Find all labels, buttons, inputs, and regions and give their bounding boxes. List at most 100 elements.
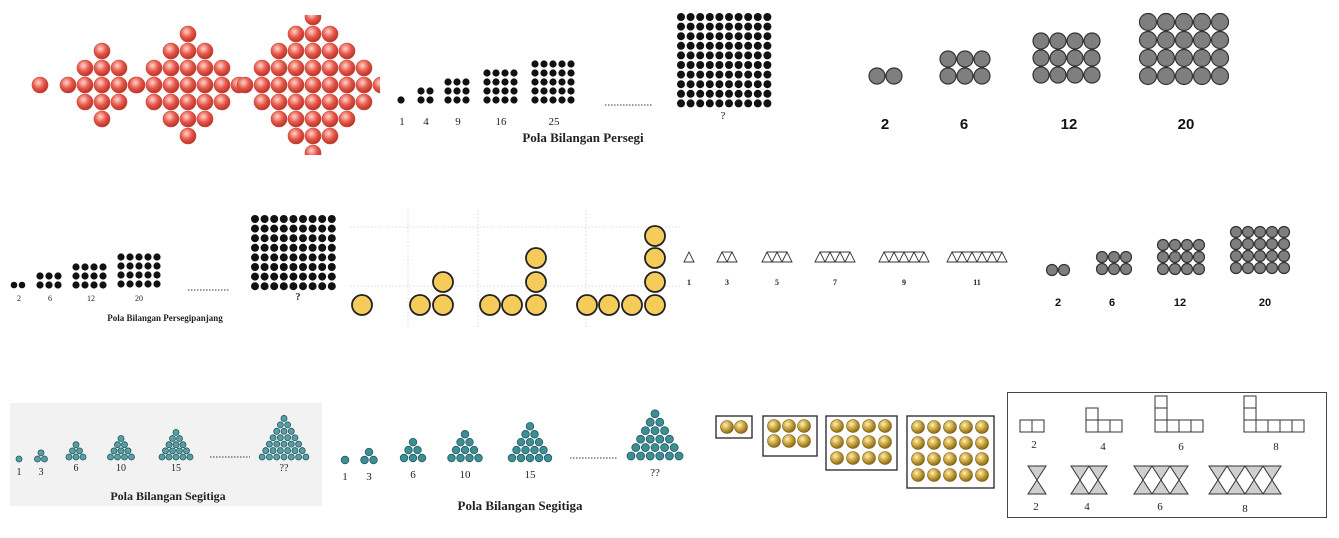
hourglass-shape <box>1070 479 1090 495</box>
segitiga-pattern-1: 1 3 6 10 15 ?? Pola Bilangan Segitiga <box>10 403 322 506</box>
red-ball <box>321 59 339 77</box>
black-dot <box>677 70 685 79</box>
red-ball <box>128 76 146 94</box>
grey-ball <box>1107 250 1121 264</box>
red-ball <box>196 59 214 77</box>
black-dot <box>153 262 161 270</box>
black-dot <box>308 234 317 243</box>
black-dot <box>117 271 125 279</box>
grey-ball <box>1119 262 1133 276</box>
grey-ball <box>1174 48 1194 68</box>
black-dot <box>260 234 269 243</box>
teal-dot <box>645 451 655 461</box>
teal-dot <box>456 437 465 447</box>
square-cell <box>1031 419 1045 433</box>
black-dot <box>531 69 539 77</box>
black-dot <box>725 99 733 108</box>
box-top-label-4: 4 <box>1100 441 1106 453</box>
seg1-label-3: 3 <box>38 467 44 478</box>
black-dot <box>260 243 269 252</box>
black-dot <box>492 78 500 86</box>
black-dot <box>558 69 566 77</box>
teal-dot <box>631 443 641 452</box>
black-dot <box>299 272 307 281</box>
black-dot <box>251 215 259 223</box>
square-cell <box>1243 395 1257 409</box>
black-dot <box>36 272 44 280</box>
triangle-shape <box>878 250 930 263</box>
gold-ball <box>846 435 860 449</box>
teal-dot <box>37 449 45 457</box>
hourglass-shape <box>1088 479 1108 495</box>
black-dot <box>90 272 98 280</box>
gold-ball <box>878 419 892 433</box>
grey-ball <box>1241 225 1255 239</box>
black-dot <box>501 69 509 77</box>
black-dot <box>135 262 143 270</box>
black-dot <box>251 272 259 281</box>
black-dot <box>453 78 461 86</box>
black-dot <box>677 89 685 98</box>
red-ball <box>287 127 305 145</box>
teal-dot <box>176 435 183 442</box>
black-dot <box>117 280 125 288</box>
hourglass-shape <box>1070 465 1090 481</box>
grey-ball <box>1049 66 1067 84</box>
red-ball <box>304 110 322 128</box>
black-dot <box>260 253 269 262</box>
black-dot <box>99 263 107 271</box>
red-ball <box>76 59 94 77</box>
gold-ball <box>862 451 876 465</box>
grey-ball <box>1156 250 1170 264</box>
square-cell <box>1166 419 1180 433</box>
black-dot <box>99 281 107 289</box>
teal-dot <box>79 453 87 461</box>
grey-ball <box>1192 12 1212 32</box>
triangle-shape <box>946 250 1008 263</box>
black-dot <box>492 69 500 77</box>
yellow-ball <box>432 271 454 293</box>
black-dot <box>705 13 714 21</box>
teal-dot <box>534 453 544 463</box>
hourglass-shape <box>1208 465 1228 481</box>
black-dot <box>426 87 434 95</box>
grey-ball <box>1192 66 1212 86</box>
gold-ball <box>830 435 844 449</box>
black-dot <box>117 253 125 261</box>
teal-dot <box>507 453 517 463</box>
black-dot <box>510 96 518 104</box>
teal-dot <box>280 427 288 435</box>
red-ball <box>179 42 197 60</box>
black-dot <box>308 253 317 262</box>
teal-dot <box>404 445 413 455</box>
black-dot <box>677 51 685 60</box>
black-dot <box>753 80 762 89</box>
square-cell <box>1178 419 1192 433</box>
grey-ball <box>1210 30 1230 50</box>
teal-dot <box>447 453 456 463</box>
grey-top-label-2: 2 <box>880 116 890 133</box>
black-dot <box>686 61 695 69</box>
grey-ball <box>1083 49 1101 67</box>
square-label-9: 9 <box>455 116 461 128</box>
grey-ball <box>1192 48 1212 68</box>
square-caption: Pola Bilangan Persegi <box>522 130 644 145</box>
grey-ball <box>1210 48 1230 68</box>
black-dot <box>734 41 743 50</box>
tri-label-7: 7 <box>833 278 837 287</box>
teal-dot <box>530 430 539 439</box>
black-dot <box>734 99 743 108</box>
seg2-label-10: 10 <box>459 469 471 481</box>
black-dot <box>686 13 695 21</box>
black-dot <box>462 96 470 104</box>
gold-ball <box>911 420 925 434</box>
grey-ball <box>1174 30 1194 50</box>
black-dot <box>501 96 509 104</box>
gold-ball <box>927 436 941 450</box>
teal-dot <box>626 451 636 461</box>
teal-dot <box>516 437 526 447</box>
black-dot <box>279 282 288 291</box>
teal-dot <box>534 437 544 447</box>
black-dot <box>744 32 753 41</box>
grey-ball <box>1032 32 1050 50</box>
